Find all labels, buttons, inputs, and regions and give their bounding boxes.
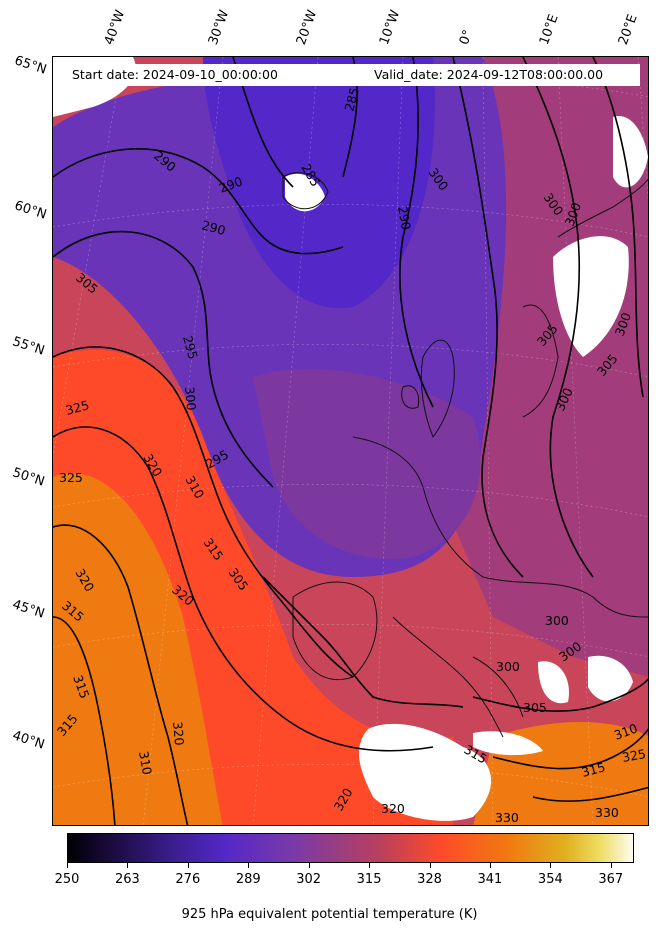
contour-label: 325	[64, 397, 91, 418]
field-hot-core	[53, 473, 223, 825]
lon-label: 20°W	[293, 8, 321, 47]
contour-label: 305	[523, 700, 547, 715]
coastlines	[282, 172, 648, 738]
colorbar-tick-label: 276	[175, 872, 201, 887]
colorbar-tick-mark	[369, 863, 371, 868]
missing-norway-n	[613, 116, 648, 188]
valid-date-label: Valid_date: 2024-09-12T08:00:00.00	[374, 67, 604, 82]
lat-label: 50°N	[10, 465, 47, 490]
missing-iceland	[285, 173, 325, 212]
contour-label: 320	[381, 801, 405, 816]
colorbar-tick-label: 263	[114, 872, 140, 887]
colorbar-tick-mark	[67, 863, 68, 868]
colorbar-tick-mark	[610, 863, 612, 868]
missing-north-africa	[358, 723, 492, 821]
contour-label: 295	[180, 334, 201, 361]
theta-e-field: 285 285 290 290 290 290 295 295 300 300 …	[53, 57, 648, 825]
lon-label: 10°E	[536, 12, 562, 48]
colorbar-tick-label: 328	[417, 872, 442, 887]
colorbar-tick-mark	[429, 863, 431, 868]
lon-label: 30°W	[205, 8, 233, 47]
colorbar-tick-mark	[248, 863, 250, 868]
missing-turkey	[588, 655, 633, 702]
colorbar-tick-mark	[489, 863, 491, 868]
lon-label: 0°	[456, 27, 477, 47]
colorbar-tick-label: 289	[235, 872, 261, 887]
lat-label: 55°N	[10, 334, 47, 359]
contour-label: 310	[136, 750, 155, 776]
colorbar-tick-mark	[308, 863, 310, 868]
contour-label: 325	[59, 470, 83, 485]
contour-label: 300	[182, 386, 199, 411]
colorbar-tick-label: 354	[537, 872, 563, 887]
lon-label: 20°E	[615, 12, 641, 48]
contour-label: 300	[496, 659, 520, 674]
contour-label: 300	[545, 613, 569, 628]
contour-label: 330	[595, 805, 619, 820]
lon-label: 10°W	[376, 8, 404, 47]
missing-sicily	[473, 731, 543, 756]
lat-label: 45°N	[10, 597, 47, 622]
start-date-label: Start date: 2024-09-10_00:00:00	[72, 67, 278, 82]
missing-scandinavia	[553, 236, 629, 357]
colorbar-tick-label: 250	[54, 872, 80, 887]
colorbar-tick-label: 341	[477, 872, 503, 887]
contour-label: 320	[170, 721, 187, 746]
contour-label: 330	[495, 810, 519, 825]
field-cold-iceland	[203, 57, 435, 309]
colorbar	[67, 833, 634, 863]
contour-label: 290	[200, 217, 227, 238]
map-panel: 285 285 290 290 290 290 295 295 300 300 …	[52, 56, 649, 826]
contour-label: 290	[395, 205, 414, 231]
contour-label: 325	[621, 746, 647, 765]
missing-balkans	[538, 661, 569, 704]
run-info-bar: Start date: 2024-09-10_00:00:00 Valid_da…	[62, 64, 640, 86]
contour-label: 315	[580, 759, 607, 780]
colorbar-label: 925 hPa equivalent potential temperature…	[181, 907, 478, 922]
contours	[53, 57, 648, 825]
lat-label: 60°N	[12, 198, 49, 223]
lon-label: 40°W	[101, 8, 129, 47]
contour-label: 285	[341, 86, 362, 113]
field-cold-europe	[253, 369, 481, 559]
colorbar-tick-mark	[127, 863, 129, 868]
lat-label: 40°N	[10, 728, 47, 753]
colorbar-tick-label: 302	[296, 872, 322, 887]
colorbar-tick-mark	[187, 863, 189, 868]
lat-label: 65°N	[12, 53, 49, 78]
colorbar-tick-label: 315	[356, 872, 382, 887]
colorbar-tick-label: 367	[598, 872, 624, 887]
colorbar-tick-mark	[550, 863, 552, 868]
